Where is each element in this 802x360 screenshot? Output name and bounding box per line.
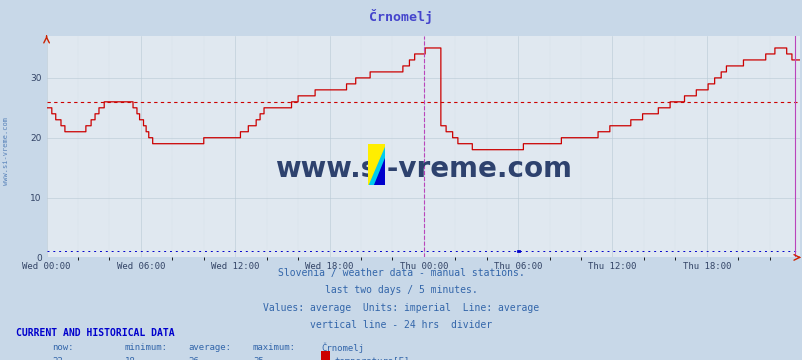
Polygon shape [367,144,385,185]
Text: Slovenia / weather data - manual stations.: Slovenia / weather data - manual station… [277,268,525,278]
Text: now:: now: [52,343,74,352]
Text: last two days / 5 minutes.: last two days / 5 minutes. [325,285,477,296]
Text: temperature[F]: temperature[F] [334,357,409,360]
Text: 18: 18 [124,357,135,360]
Polygon shape [374,158,385,185]
Text: 35: 35 [253,357,263,360]
Text: Črnomelj: Črnomelj [321,343,364,353]
Text: Values: average  Units: imperial  Line: average: Values: average Units: imperial Line: av… [263,303,539,313]
Text: www.si-vreme.com: www.si-vreme.com [274,155,571,183]
Text: vertical line - 24 hrs  divider: vertical line - 24 hrs divider [310,320,492,330]
Text: CURRENT AND HISTORICAL DATA: CURRENT AND HISTORICAL DATA [16,328,175,338]
Text: 26: 26 [188,357,199,360]
Text: Črnomelj: Črnomelj [369,9,433,24]
Polygon shape [367,144,385,185]
Text: maximum:: maximum: [253,343,296,352]
Text: minimum:: minimum: [124,343,168,352]
Text: 23: 23 [52,357,63,360]
Text: average:: average: [188,343,232,352]
Text: www.si-vreme.com: www.si-vreme.com [3,117,10,185]
